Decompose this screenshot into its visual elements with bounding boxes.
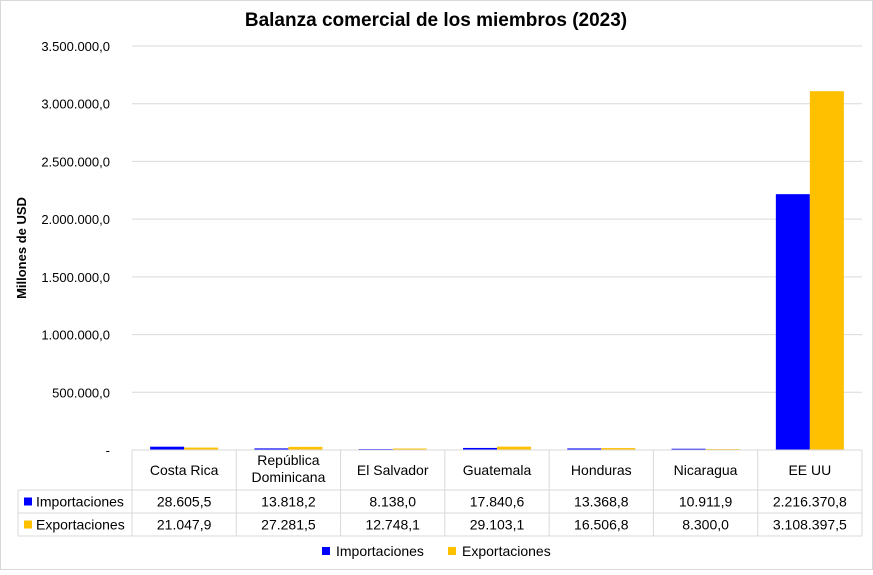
category-label: Dominicana xyxy=(251,469,325,485)
data-label: 8.300,0 xyxy=(682,517,729,533)
data-label: 28.605,5 xyxy=(157,494,212,510)
bar-importaciones xyxy=(463,447,497,450)
category-label: Honduras xyxy=(571,462,632,478)
data-label: 21.047,9 xyxy=(157,517,212,533)
bar-exportaciones xyxy=(288,446,323,450)
data-label: 13.368,8 xyxy=(574,494,629,510)
table-legend-key xyxy=(24,520,32,529)
y-tick-label: 3.000.000,0 xyxy=(41,97,110,112)
bar-exportaciones xyxy=(601,448,636,450)
data-label: 27.281,5 xyxy=(261,517,316,533)
legend-label: Importaciones xyxy=(336,543,424,559)
category-label: EE UU xyxy=(788,462,831,478)
data-label: 12.748,1 xyxy=(365,517,420,533)
category-label: Nicaragua xyxy=(674,462,738,478)
legend-label: Exportaciones xyxy=(462,543,551,559)
y-axis: - 500.000,0 1.000.000,0 1.500.000,0 2.000.00… xyxy=(41,39,110,458)
y-tick-label: - xyxy=(106,443,110,458)
bar-importaciones xyxy=(150,446,185,450)
bar-importaciones xyxy=(775,194,810,450)
y-tick-label: 3.500.000,0 xyxy=(41,39,110,54)
y-tick-label: 500.000,0 xyxy=(52,385,110,400)
legend-key-exportaciones xyxy=(448,547,456,555)
bars xyxy=(150,91,844,450)
data-label: 3.108.397,5 xyxy=(773,517,847,533)
table-series-name: Exportaciones xyxy=(36,517,125,533)
data-label: 13.818,2 xyxy=(261,494,316,510)
data-label: 29.103,1 xyxy=(470,517,525,533)
data-label: 10.911,9 xyxy=(679,494,733,510)
y-tick-label: 1.000.000,0 xyxy=(41,328,110,343)
y-tick-label: 2.000.000,0 xyxy=(41,212,110,227)
category-label: Guatemala xyxy=(463,462,532,478)
bar-importaciones xyxy=(567,448,602,450)
data-label: 8.138,0 xyxy=(369,494,416,510)
table-legend-key xyxy=(24,497,32,506)
category-label: República xyxy=(257,452,319,468)
table-series-name: Importaciones xyxy=(36,494,124,510)
legend: Importaciones Exportaciones xyxy=(322,543,551,559)
y-tick-label: 2.500.000,0 xyxy=(41,154,110,169)
bar-exportaciones xyxy=(809,91,844,450)
bar-importaciones xyxy=(254,448,289,450)
chart-title: Balanza comercial de los miembros (2023) xyxy=(245,10,627,31)
category-label: El Salvador xyxy=(357,462,429,478)
y-tick-label: 1.500.000,0 xyxy=(41,270,110,285)
data-label: 16.506,8 xyxy=(574,517,629,533)
gridlines xyxy=(132,45,862,393)
data-label: 2.216.370,8 xyxy=(773,494,847,510)
data-label: 17.840,6 xyxy=(470,494,525,510)
y-axis-title: Millones de USD xyxy=(14,197,29,299)
bar-exportaciones xyxy=(497,446,531,450)
bar-exportaciones xyxy=(184,447,219,450)
legend-key-importaciones xyxy=(322,547,330,555)
bar-exportaciones xyxy=(392,448,427,450)
category-label: Costa Rica xyxy=(150,462,219,478)
bar-importaciones xyxy=(671,448,706,450)
